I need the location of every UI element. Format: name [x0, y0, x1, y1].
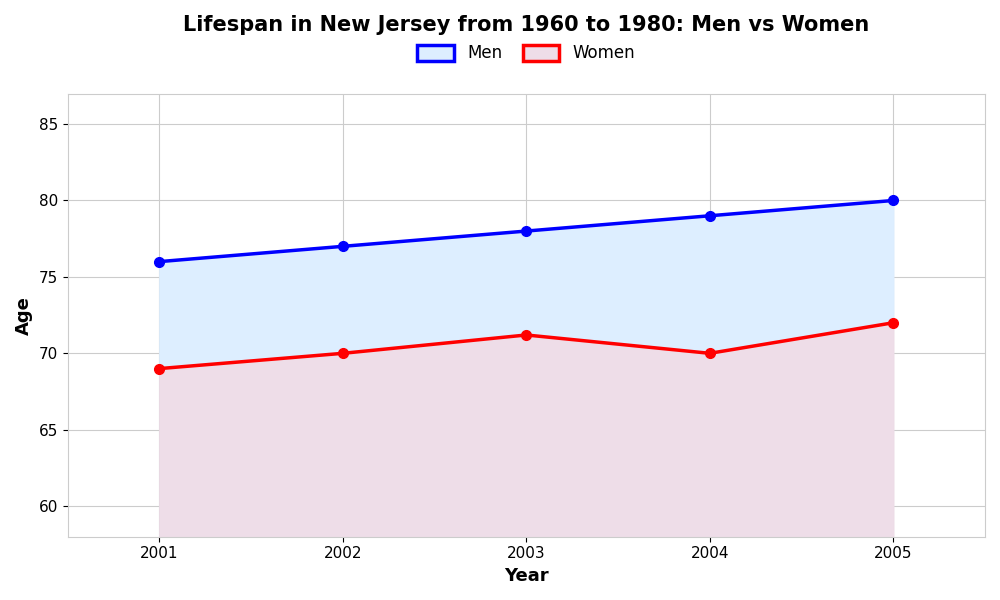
X-axis label: Year: Year [504, 567, 549, 585]
Y-axis label: Age: Age [15, 296, 33, 335]
Legend: Men, Women: Men, Women [417, 44, 635, 62]
Title: Lifespan in New Jersey from 1960 to 1980: Men vs Women: Lifespan in New Jersey from 1960 to 1980… [183, 15, 869, 35]
